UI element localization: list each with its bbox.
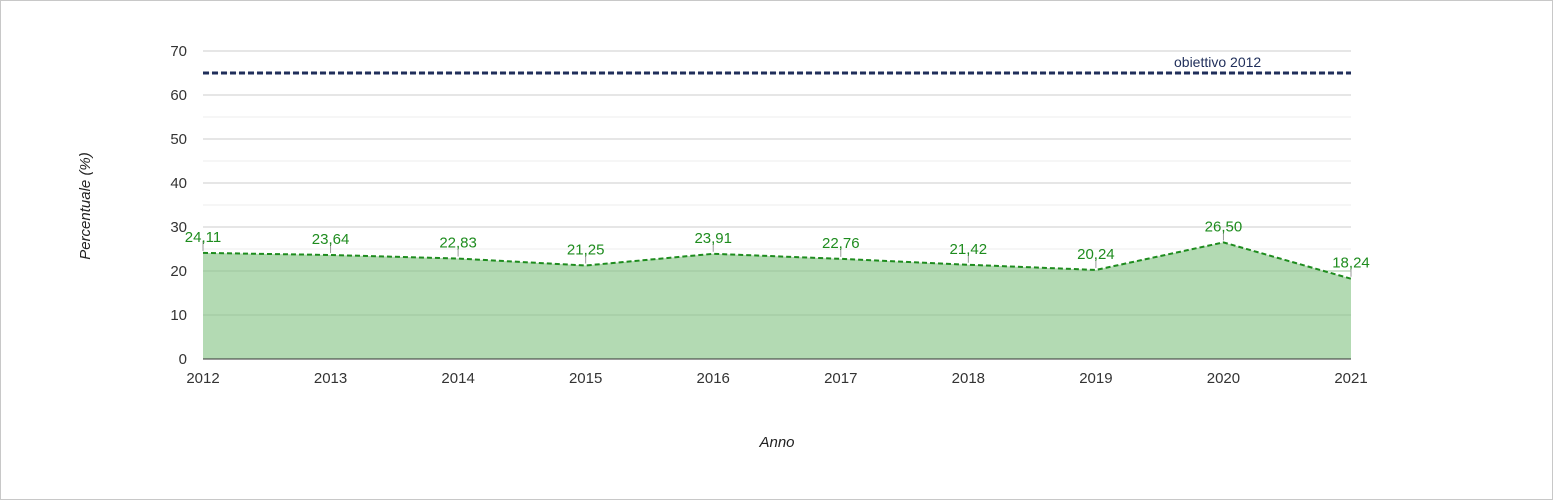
y-tick-label: 20 — [170, 263, 187, 280]
data-label: 20,24 — [1077, 246, 1115, 263]
y-tick-label: 30 — [170, 219, 187, 236]
data-label: 18,24 — [1332, 255, 1370, 272]
x-tick-label: 2017 — [824, 370, 857, 387]
area-layer — [202, 241, 1352, 359]
y-axis-title: Percentuale (%) — [77, 152, 94, 260]
y-tick-label: 10 — [170, 307, 187, 324]
data-label: 26,50 — [1205, 218, 1243, 235]
y-tick-label: 70 — [170, 43, 187, 60]
x-tick-label: 2016 — [697, 370, 730, 387]
data-label: 22,83 — [439, 235, 477, 252]
x-tick-label: 2021 — [1334, 370, 1367, 387]
x-tick-label: 2020 — [1207, 370, 1240, 387]
target-line-label: obiettivo 2012 — [1174, 54, 1261, 70]
label-layer: 24,11 23,64 22,83 21,25 23,91 22,76 21,42 20,24… — [185, 218, 1370, 277]
data-label: 21,25 — [567, 242, 605, 259]
data-label: 23,64 — [312, 231, 350, 248]
target-layer: obiettivo 2012 — [203, 54, 1351, 75]
series-area-fill — [203, 242, 1351, 359]
data-label: 23,91 — [694, 230, 732, 247]
y-tick-label: 60 — [170, 87, 187, 104]
x-tick-label: 2014 — [441, 370, 474, 387]
data-label: 24,11 — [185, 229, 221, 246]
y-tick-label: 0 — [179, 351, 187, 368]
data-label: 21,42 — [950, 241, 988, 258]
x-tick-label: 2019 — [1079, 370, 1112, 387]
data-label: 22,76 — [822, 235, 860, 252]
x-axis-title: Anno — [758, 434, 794, 451]
y-tick-label: 50 — [170, 131, 187, 148]
y-tick-label: 40 — [170, 175, 187, 192]
axis-layer: 0 10 20 30 40 50 60 70 2012 2013 2014 2015 2016 2017 2… — [170, 43, 1367, 387]
x-tick-label: 2018 — [952, 370, 985, 387]
x-tick-label: 2012 — [186, 370, 219, 387]
x-tick-label: 2013 — [314, 370, 347, 387]
x-tick-label: 2015 — [569, 370, 602, 387]
